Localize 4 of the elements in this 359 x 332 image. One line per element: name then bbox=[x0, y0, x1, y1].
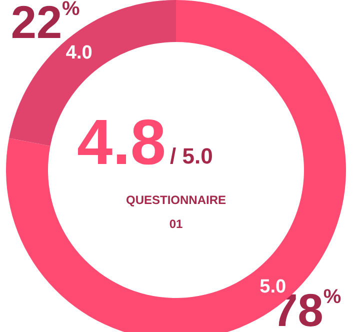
text: 01 bbox=[169, 217, 183, 231]
text: / 5.0 bbox=[170, 144, 213, 168]
text: QUESTIONNAIRE bbox=[126, 193, 226, 207]
text: 4.8 bbox=[77, 106, 166, 178]
